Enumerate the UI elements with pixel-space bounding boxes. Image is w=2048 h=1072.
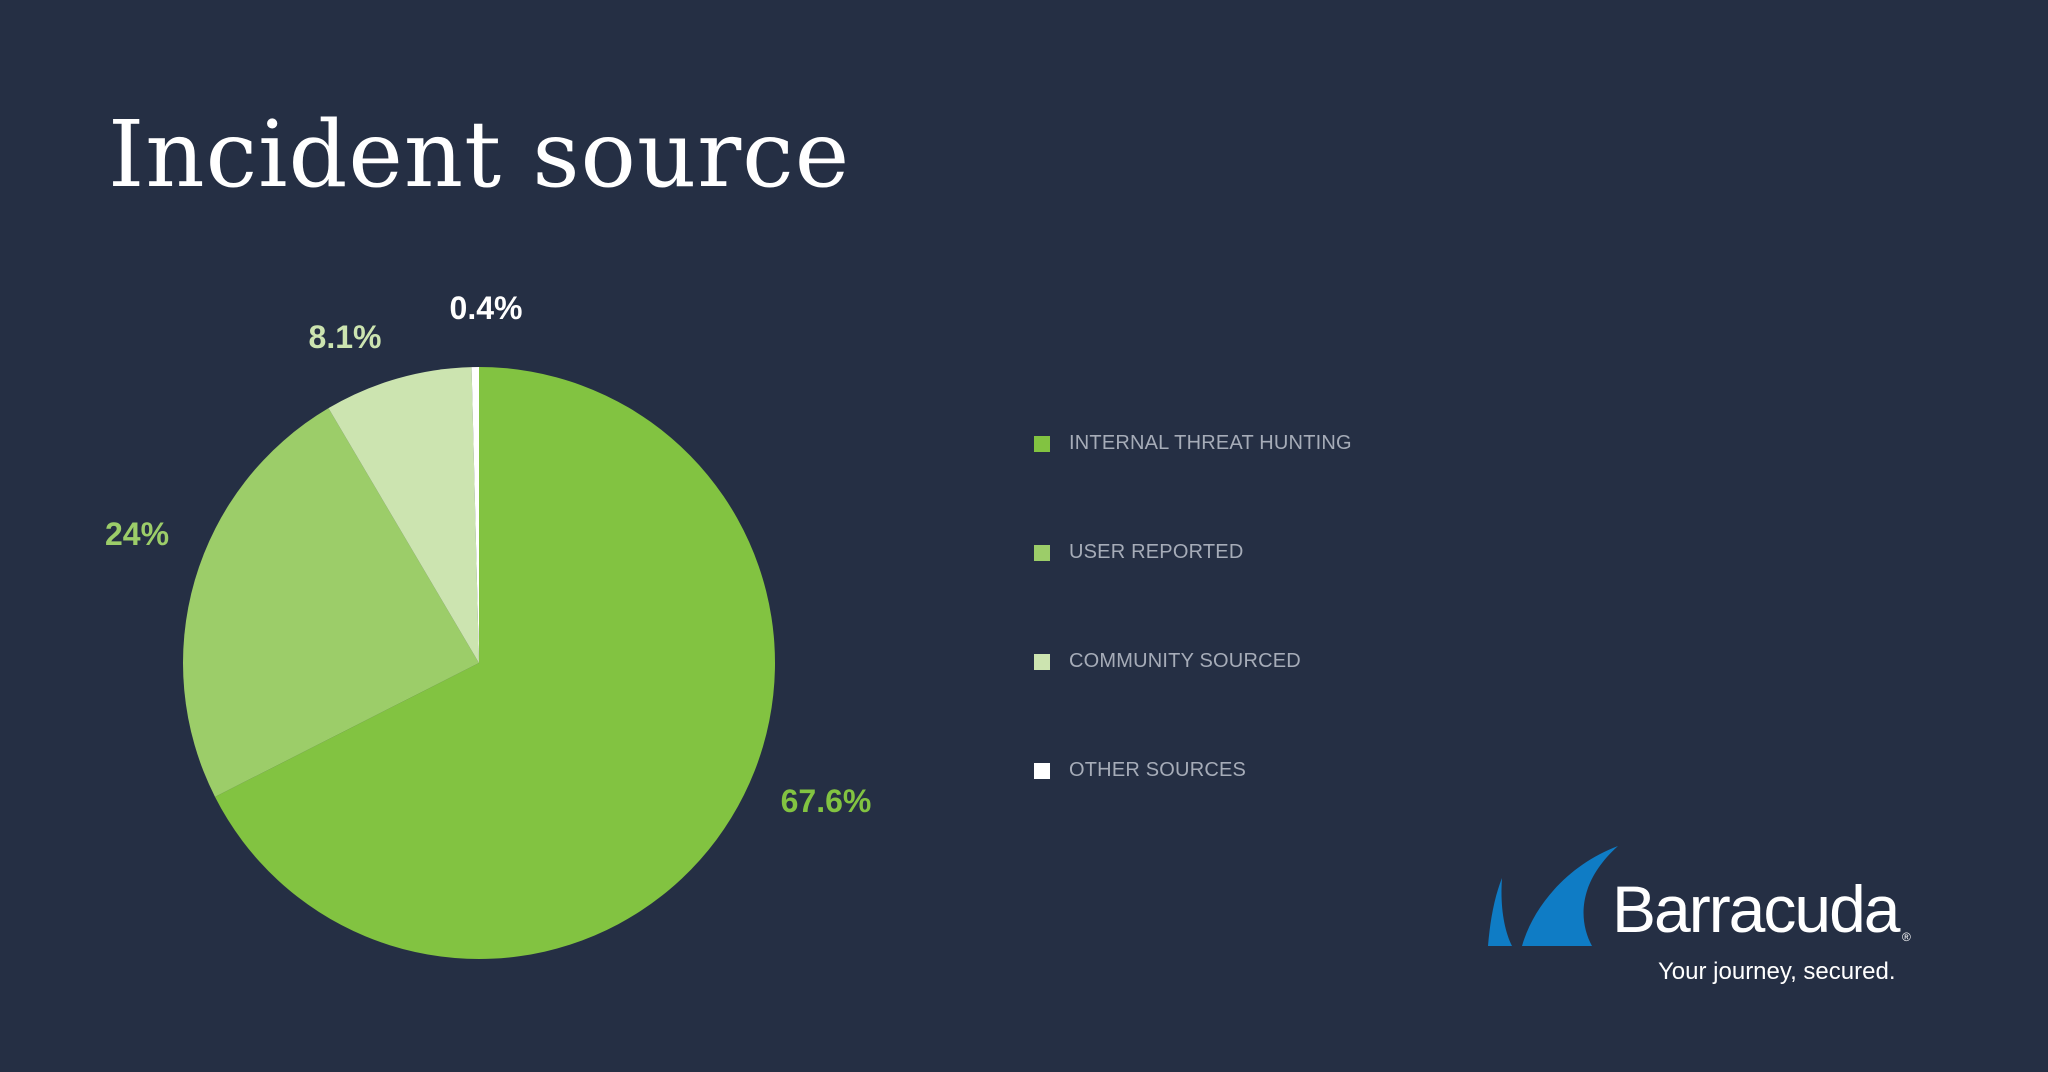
pie-slice-other-sources <box>471 367 479 663</box>
chart-title: Incident source <box>108 101 851 208</box>
slice-label-community-sourced: 8.1% <box>309 319 382 355</box>
legend-swatch <box>1034 545 1050 561</box>
slice-label-user-reported: 24% <box>105 516 169 552</box>
legend-label: COMMUNITY SOURCED <box>1069 650 1301 672</box>
shark-fin-icon <box>1488 846 1618 946</box>
legend-label: INTERNAL THREAT HUNTING <box>1069 432 1352 454</box>
barracuda-logo: Barracuda ® Your journey, secured. <box>1488 846 1918 986</box>
slice-label-internal-threat-hunting: 67.6% <box>781 783 872 819</box>
legend-swatch <box>1034 654 1050 670</box>
pie-slice-community-sourced <box>328 367 479 663</box>
brand-tagline: Your journey, secured. <box>1658 958 1896 985</box>
registered-mark: ® <box>1902 930 1911 944</box>
pie-slice-user-reported <box>182 408 479 797</box>
pie-chart: 67.6% 24% 8.1% 0.4% <box>105 290 872 960</box>
legend-swatch <box>1034 436 1050 452</box>
pie-slice-internal-threat-hunting <box>214 367 776 960</box>
legend-label: USER REPORTED <box>1069 541 1244 563</box>
legend-swatch <box>1034 763 1050 779</box>
brand-name: Barracuda <box>1612 872 1901 946</box>
legend-label: OTHER SOURCES <box>1069 759 1247 781</box>
slice-label-other-sources: 0.4% <box>450 290 523 326</box>
